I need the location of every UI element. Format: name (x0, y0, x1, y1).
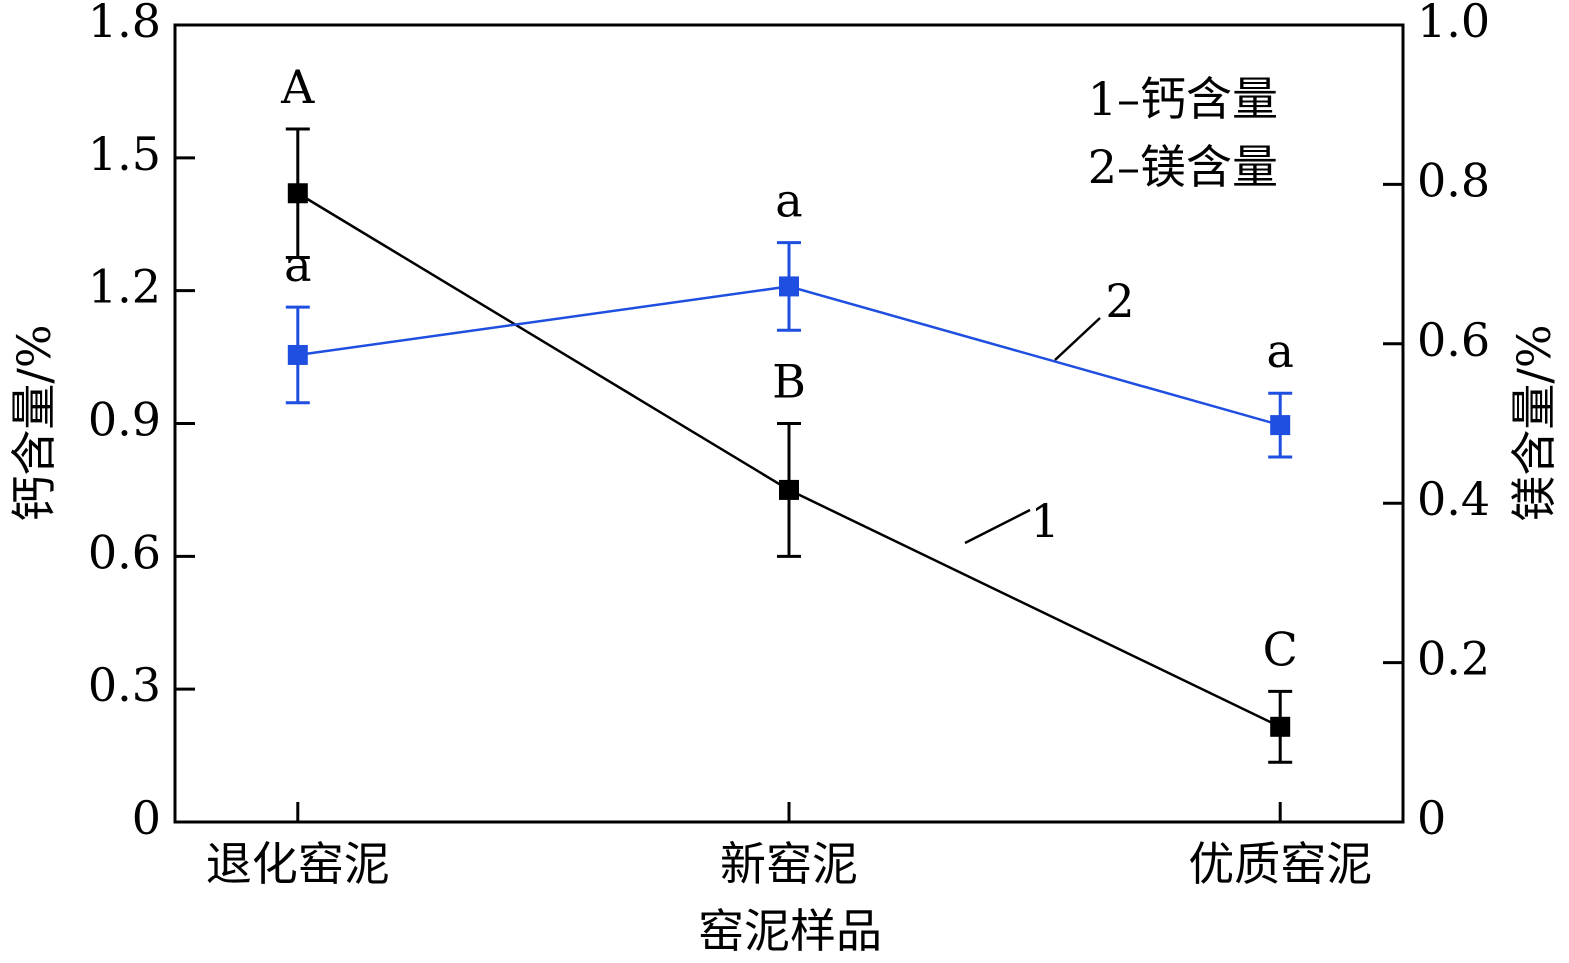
x-tick-label: 退化窑泥 (206, 837, 390, 891)
x-axis-label: 窑泥样品 (698, 904, 882, 958)
line-label: 2 (1105, 274, 1134, 328)
significance-label: a (775, 174, 802, 228)
y2-tick-label: 0.4 (1417, 472, 1490, 526)
y-tick-label: 0.3 (88, 658, 161, 712)
data-point (287, 183, 308, 204)
y2-tick-label: 0.2 (1417, 632, 1490, 686)
data-point (779, 479, 799, 500)
significance-label: a (1266, 324, 1293, 378)
y-tick-label: 1.2 (88, 260, 161, 314)
y-tick-label: 0 (132, 791, 161, 845)
y-tick-label: 0.9 (88, 393, 161, 447)
y2-tick-label: 1.0 (1417, 0, 1490, 48)
y-tick-label: 1.8 (88, 0, 161, 48)
data-point (287, 344, 308, 365)
line-label-leader (1054, 317, 1101, 361)
data-point (779, 276, 799, 297)
line-label: 1 (1030, 494, 1059, 548)
legend-entry: 2–镁含量 (1088, 140, 1278, 194)
significance-label: a (284, 238, 311, 292)
significance-label: C (1263, 622, 1298, 676)
x-tick-label: 优质窑泥 (1188, 837, 1372, 891)
y2-tick-label: 0.8 (1417, 153, 1490, 207)
y-axis-label: 钙含量/% (7, 324, 61, 521)
line-label-leader (964, 508, 1031, 545)
y2-axis-label: 镁含量/% (1507, 324, 1561, 521)
y2-tick-label: 0.6 (1417, 313, 1490, 367)
significance-label: B (772, 355, 806, 409)
significance-label: A (280, 60, 315, 114)
x-tick-label: 新窑泥 (720, 837, 858, 891)
legend-entry: 1–钙含量 (1088, 72, 1278, 126)
y2-tick-label: 0 (1417, 791, 1446, 845)
y-tick-label: 0.6 (88, 525, 161, 579)
data-point (1270, 716, 1291, 737)
data-point (1270, 415, 1291, 436)
y-tick-label: 1.5 (88, 127, 161, 181)
